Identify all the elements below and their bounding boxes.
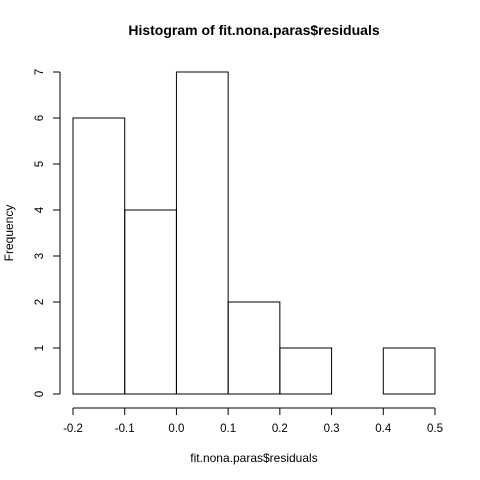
histogram-bar <box>175 71 229 395</box>
y-tick-label: 1 <box>34 345 46 351</box>
x-tick-label: -0.1 <box>115 423 135 435</box>
x-tick-label: -0.2 <box>63 423 83 435</box>
y-tick-label: 5 <box>34 161 46 167</box>
histogram-bar <box>382 347 436 395</box>
histogram-bar <box>279 347 333 395</box>
y-tick-label: 3 <box>34 253 46 259</box>
chart-title: Histogram of fit.nona.paras$residuals <box>128 22 379 38</box>
x-tick-label: 0.5 <box>427 423 443 435</box>
x-axis-label: fit.nona.paras$residuals <box>190 451 317 465</box>
y-axis-label: Frequency <box>2 205 16 262</box>
y-tick-label: 2 <box>34 299 46 305</box>
y-axis: 0 1 2 3 4 5 6 7 <box>34 69 61 397</box>
x-tick-label: 0.2 <box>272 423 288 435</box>
y-tick-label: 0 <box>34 391 46 397</box>
x-tick-label: 0.1 <box>220 423 236 435</box>
x-tick-label: 0.3 <box>324 423 340 435</box>
x-tick-label: 0.4 <box>375 423 392 435</box>
x-tick-label: 0.0 <box>168 423 184 435</box>
y-tick-label: 6 <box>34 115 46 121</box>
y-tick-label: 7 <box>34 69 46 75</box>
bars-group <box>72 71 436 395</box>
y-tick-label: 4 <box>34 206 46 213</box>
x-axis: -0.2 -0.1 0.0 0.1 0.2 0.3 0.4 0.5 <box>63 407 443 435</box>
